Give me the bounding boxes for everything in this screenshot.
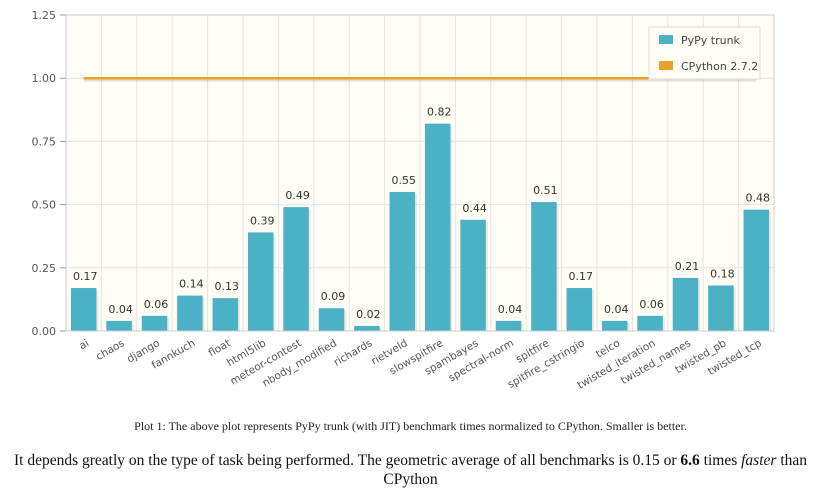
summary-text-3: than CPython — [383, 452, 807, 488]
bar — [106, 320, 132, 331]
data-label: 0.51 — [533, 184, 558, 197]
data-label: 0.06 — [639, 298, 664, 311]
data-label: 0.09 — [321, 290, 346, 303]
bar — [637, 315, 663, 331]
bar — [672, 277, 699, 331]
bar — [318, 308, 345, 331]
data-label: 0.04 — [108, 303, 133, 316]
data-label: 0.82 — [427, 106, 452, 119]
data-label: 0.48 — [746, 192, 771, 205]
legend-label: CPython 2.7.2 — [681, 60, 758, 73]
legend-label: PyPy trunk — [681, 34, 741, 47]
data-label: 0.21 — [675, 260, 700, 273]
data-label: 0.44 — [462, 202, 487, 215]
summary-emphasis: faster — [741, 452, 777, 469]
y-tick-label: 1.00 — [32, 72, 57, 85]
y-tick-label: 0.25 — [32, 262, 57, 275]
x-tick-label: chaos — [94, 337, 127, 363]
bar — [495, 320, 522, 331]
bar — [601, 320, 628, 331]
data-label: 0.17 — [569, 270, 594, 283]
data-label: 0.49 — [285, 189, 310, 202]
bar — [177, 295, 203, 331]
data-label: 0.13 — [215, 280, 240, 293]
data-label: 0.02 — [356, 308, 381, 321]
data-label: 0.39 — [250, 214, 275, 227]
summary-text: It depends greatly on the type of task b… — [13, 452, 681, 469]
bar — [283, 207, 309, 331]
plot-border — [65, 14, 775, 332]
bar — [531, 202, 557, 331]
speedup-value: 6.6 — [680, 452, 700, 469]
x-tick-label: ai — [77, 337, 91, 352]
bar — [70, 288, 97, 331]
legend-swatch — [659, 35, 673, 44]
plot-caption: Plot 1: The above plot represents PyPy t… — [134, 419, 687, 433]
bar — [743, 209, 770, 331]
data-label: 0.04 — [498, 303, 522, 316]
data-label: 0.06 — [144, 298, 169, 311]
summary-paragraph: It depends greatly on the type of task b… — [6, 451, 815, 489]
bar — [247, 232, 274, 331]
bar — [212, 298, 239, 331]
bar — [354, 325, 380, 331]
bar — [566, 288, 593, 331]
bar — [708, 285, 734, 331]
bar — [424, 123, 451, 331]
y-tick-label: 0.50 — [32, 199, 57, 212]
data-label: 0.55 — [392, 174, 417, 187]
y-tick-label: 0.00 — [32, 325, 57, 338]
bar — [389, 191, 416, 331]
chart-svg: 0.00 0.25 0.50 0.75 1.00 1.25 0.17 ai 0.04 chaos 0… — [32, 9, 775, 392]
data-label: 0.18 — [710, 267, 735, 280]
bar — [141, 315, 168, 331]
y-tick-label: 1.25 — [32, 9, 57, 22]
data-label: 0.04 — [604, 303, 629, 316]
data-label: 0.17 — [73, 270, 98, 283]
y-tick-label: 0.75 — [32, 135, 57, 148]
benchmark-chart: 0.00 0.25 0.50 0.75 1.00 1.25 0.17 ai 0.04 chaos 0… — [32, 9, 775, 392]
x-tick-label: richards — [332, 337, 375, 369]
data-label: 0.14 — [179, 278, 204, 291]
legend-swatch — [659, 61, 673, 70]
summary-text-2: times — [699, 452, 742, 469]
bar — [460, 219, 486, 331]
